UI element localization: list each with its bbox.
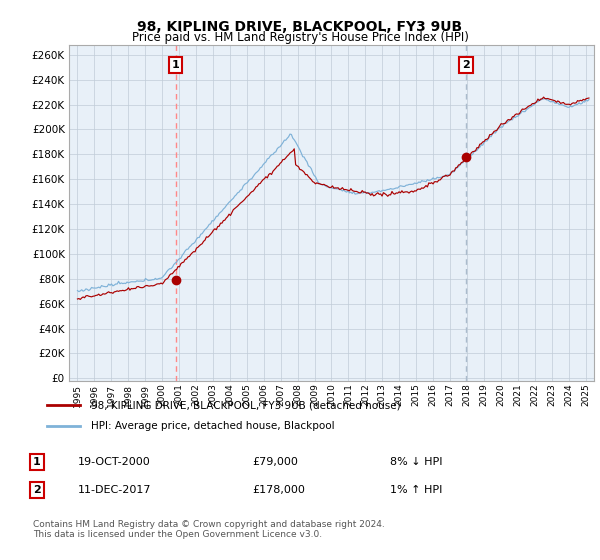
Text: 1: 1 xyxy=(172,60,179,70)
Text: 19-OCT-2000: 19-OCT-2000 xyxy=(78,457,151,467)
Text: 8% ↓ HPI: 8% ↓ HPI xyxy=(390,457,443,467)
Text: 2: 2 xyxy=(462,60,470,70)
Text: 98, KIPLING DRIVE, BLACKPOOL, FY3 9UB: 98, KIPLING DRIVE, BLACKPOOL, FY3 9UB xyxy=(137,20,463,34)
Text: Contains HM Land Registry data © Crown copyright and database right 2024.
This d: Contains HM Land Registry data © Crown c… xyxy=(33,520,385,539)
Text: £79,000: £79,000 xyxy=(252,457,298,467)
Text: 11-DEC-2017: 11-DEC-2017 xyxy=(78,485,151,495)
Text: HPI: Average price, detached house, Blackpool: HPI: Average price, detached house, Blac… xyxy=(91,421,334,431)
Text: Price paid vs. HM Land Registry's House Price Index (HPI): Price paid vs. HM Land Registry's House … xyxy=(131,31,469,44)
Text: 98, KIPLING DRIVE, BLACKPOOL, FY3 9UB (detached house): 98, KIPLING DRIVE, BLACKPOOL, FY3 9UB (d… xyxy=(91,400,400,410)
Text: 1: 1 xyxy=(33,457,41,467)
Text: £178,000: £178,000 xyxy=(252,485,305,495)
Text: 1% ↑ HPI: 1% ↑ HPI xyxy=(390,485,442,495)
Text: 2: 2 xyxy=(33,485,41,495)
